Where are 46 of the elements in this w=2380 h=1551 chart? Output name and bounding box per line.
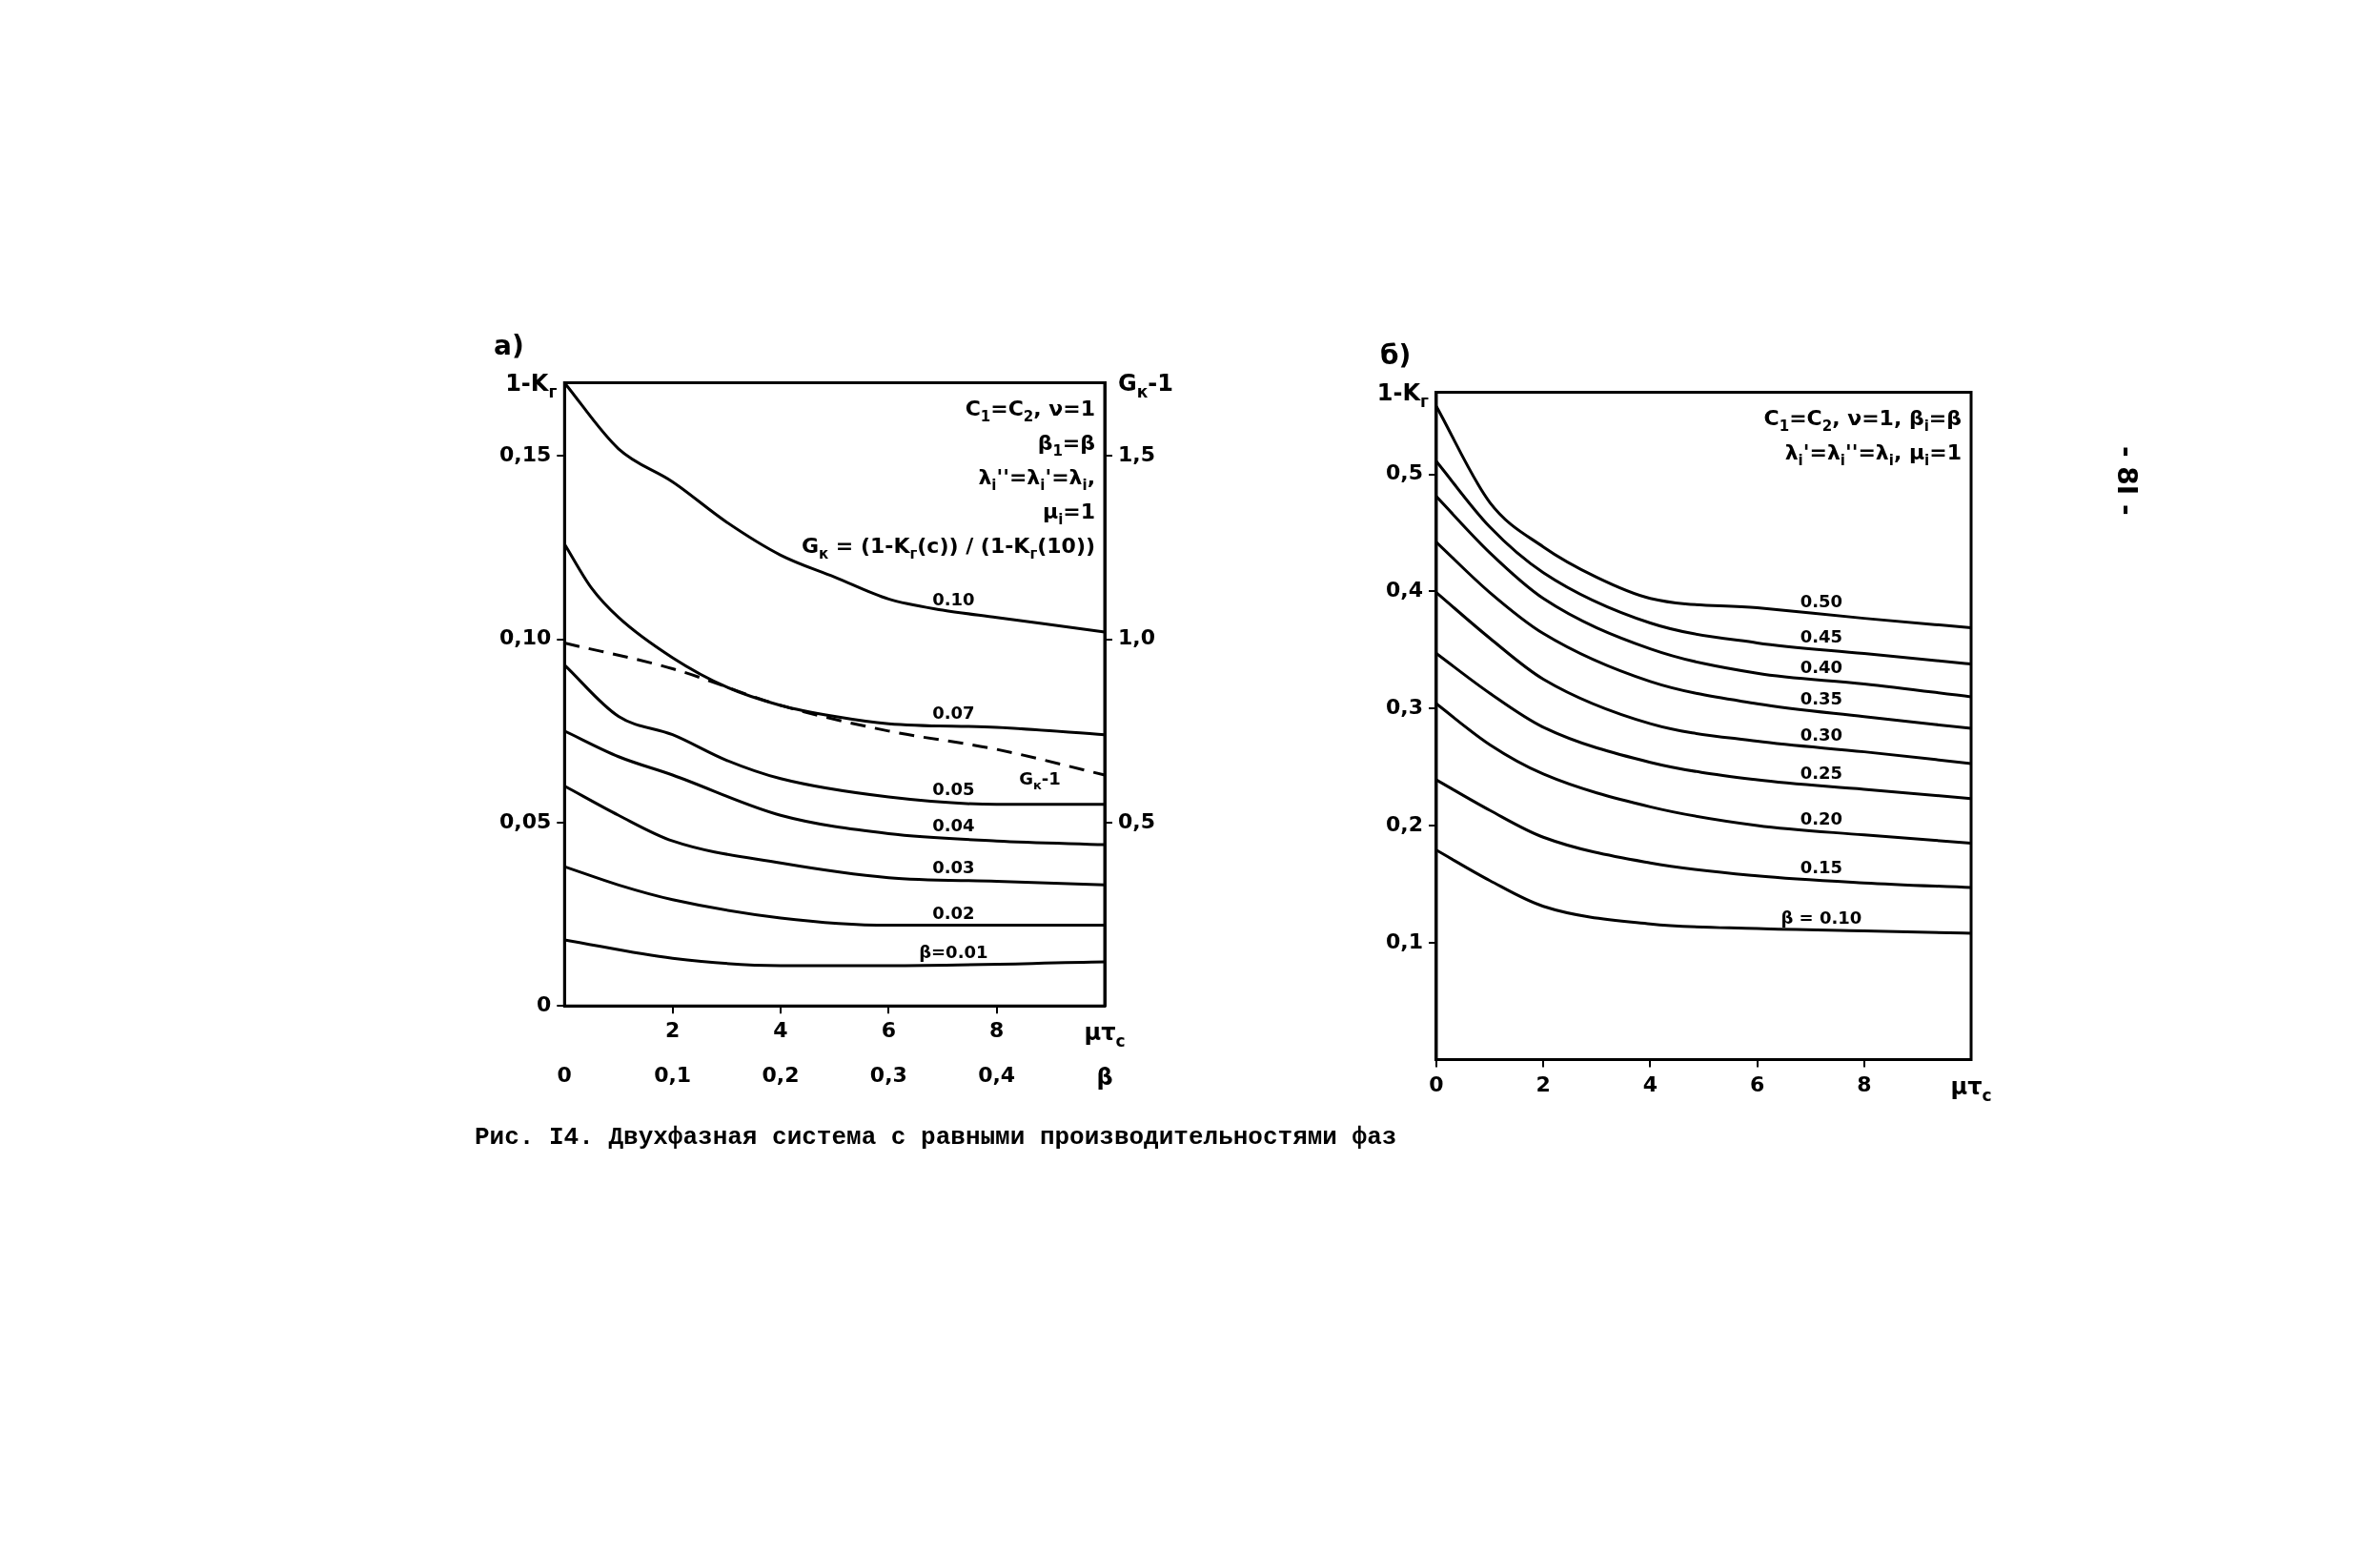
series-label: 0.40 <box>1800 656 1843 677</box>
y-tick-label: 0,10 <box>499 625 552 650</box>
series-label: 0.15 <box>1800 857 1843 878</box>
series-label: 0.45 <box>1800 626 1843 647</box>
y2-tick-label: 1,5 <box>1118 442 1156 467</box>
x-tick-label: 6 <box>1749 1071 1765 1096</box>
series-label: β=0.01 <box>919 941 988 962</box>
y2-tick-label: 0,5 <box>1118 808 1156 833</box>
text: - 8I - <box>2111 446 2143 516</box>
y2-tick-label: 1,0 <box>1118 625 1156 650</box>
series-label: 0.10 <box>932 588 975 609</box>
series-label: β = 0.10 <box>1780 907 1862 928</box>
y-tick-label: 0,5 <box>1385 460 1423 485</box>
x2-tick-label: 0,2 <box>762 1062 800 1087</box>
x-tick-label: 6 <box>881 1018 896 1043</box>
series-label: 0.03 <box>932 856 975 877</box>
x-tick-label: 0 <box>1429 1071 1444 1096</box>
y-tick-label: 0,05 <box>499 808 552 833</box>
x-tick-label: 2 <box>664 1018 681 1043</box>
y-tick-label: 0,15 <box>499 442 552 467</box>
x-tick-label: 4 <box>773 1018 788 1043</box>
series-label: 0.05 <box>932 778 975 799</box>
y-tick-label: 0 <box>536 991 552 1016</box>
y-tick-label: 0,4 <box>1385 578 1423 602</box>
x-tick-label: 8 <box>1857 1071 1872 1096</box>
text: Рис. I4. Двухфазная система с равными производительностями фаз <box>475 1123 1397 1152</box>
series-label: 0.04 <box>932 815 975 836</box>
x2-axis-title: β <box>1096 1063 1113 1091</box>
series-label: 0.20 <box>1800 807 1843 828</box>
series-label: 0.30 <box>1800 724 1843 745</box>
y-tick-label: 0,1 <box>1385 929 1423 953</box>
chart-title: а) <box>494 330 524 362</box>
series-label: 0.35 <box>1800 688 1843 709</box>
x2-tick-label: 0,1 <box>654 1062 692 1087</box>
x-tick-label: 2 <box>1536 1071 1551 1096</box>
y-tick-label: 0,3 <box>1385 694 1423 719</box>
x-tick-label: 8 <box>989 1018 1005 1043</box>
y-tick-label: 0,2 <box>1385 811 1423 836</box>
series-label: 0.25 <box>1800 762 1843 783</box>
series-label: 0.50 <box>1800 591 1843 612</box>
x2-tick-label: 0,3 <box>869 1062 907 1087</box>
chart-title: б) <box>1380 339 1412 372</box>
series-label: 0.02 <box>932 902 975 923</box>
x2-tick-label: 0,4 <box>978 1062 1016 1087</box>
series-label: 0.07 <box>932 703 975 724</box>
x-tick-label: 4 <box>1642 1071 1658 1096</box>
